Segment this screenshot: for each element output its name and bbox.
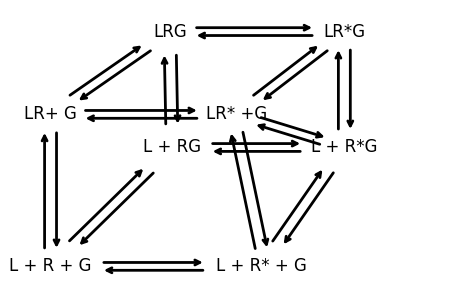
Text: L + R* + G: L + R* + G	[216, 257, 307, 275]
Text: LRG: LRG	[153, 23, 187, 41]
Text: L + R + G: L + R + G	[9, 257, 92, 275]
Text: LR*G: LR*G	[323, 23, 365, 41]
Text: L + R*G: L + R*G	[311, 138, 377, 157]
Text: LR* +G: LR* +G	[206, 105, 267, 123]
Text: L + RG: L + RG	[143, 138, 201, 157]
Text: LR+ G: LR+ G	[24, 105, 77, 123]
